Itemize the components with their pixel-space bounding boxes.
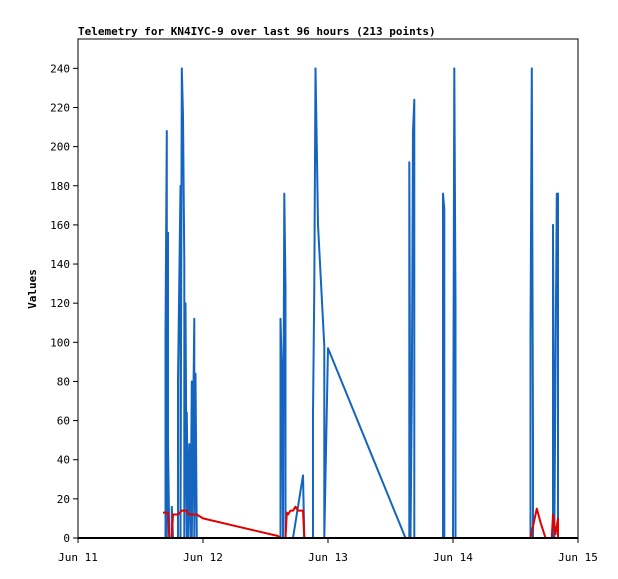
x-tick-label: Jun 14 — [433, 551, 473, 564]
y-tick-label: 180 — [50, 180, 70, 193]
y-tick-label: 80 — [57, 375, 70, 388]
y-tick-label: 100 — [50, 336, 70, 349]
y-tick-label: 160 — [50, 219, 70, 232]
plot-frame — [77, 38, 579, 539]
y-tick-label: 20 — [57, 493, 70, 506]
chart-title: Telemetry for KN4IYC-9 over last 96 hour… — [78, 25, 436, 38]
y-tick-label: 40 — [57, 454, 70, 467]
y-tick-label: 140 — [50, 258, 70, 271]
y-tick-label: 200 — [50, 141, 70, 154]
axes: 0 20 40 60 80 100 120 140 160 180 200 220 240 Jun 11 J… — [50, 62, 598, 564]
y-tick-label: 60 — [57, 415, 70, 428]
y-tick-label: 220 — [50, 101, 70, 114]
x-tick-label: Jun 13 — [308, 551, 348, 564]
y-axis-label: Values — [26, 269, 39, 309]
series-line-1 — [164, 67, 559, 539]
y-tick-label: 240 — [50, 62, 70, 75]
x-tick-label: Jun 11 — [58, 551, 98, 564]
y-tick-label: 0 — [63, 532, 70, 545]
x-tick-label: Jun 12 — [183, 551, 223, 564]
y-tick-label: 120 — [50, 297, 70, 310]
x-tick-label: Jun 15 — [558, 551, 598, 564]
